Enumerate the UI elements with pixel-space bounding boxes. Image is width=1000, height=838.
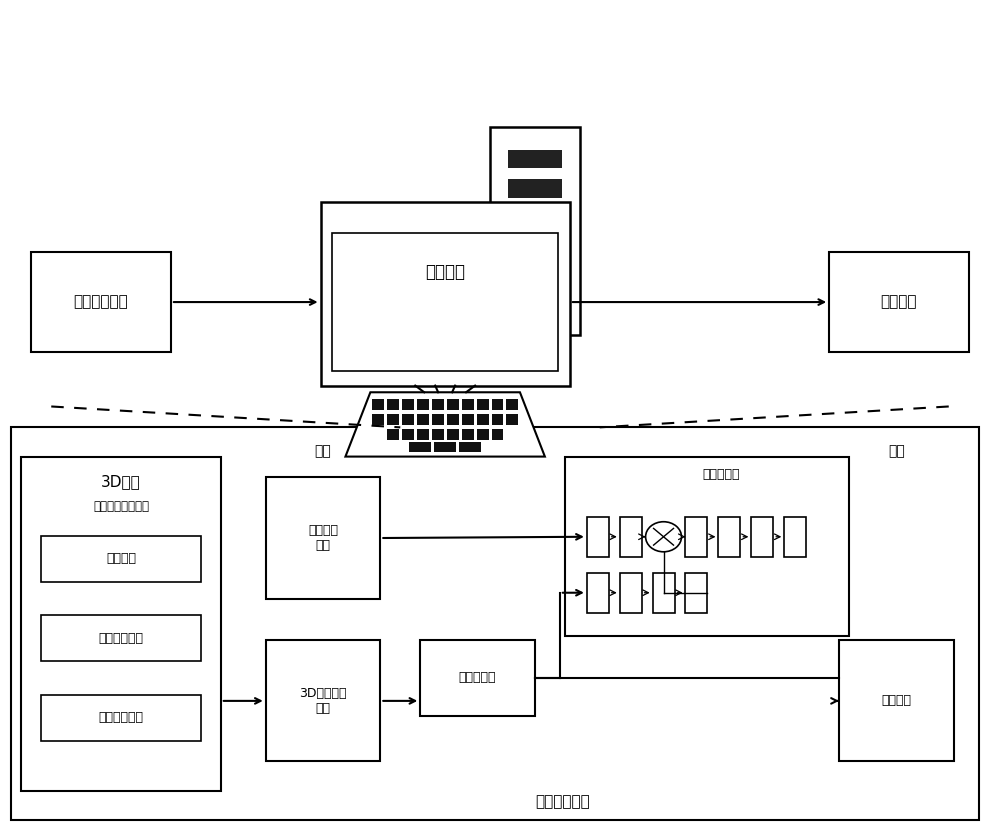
Bar bbox=[447, 429, 459, 440]
Bar bbox=[372, 414, 384, 425]
Bar bbox=[21, 457, 221, 791]
Bar bbox=[751, 517, 773, 556]
Bar bbox=[829, 252, 969, 352]
Bar bbox=[31, 252, 171, 352]
Bar bbox=[11, 427, 979, 820]
Text: 目标场景模拟设置: 目标场景模拟设置 bbox=[93, 500, 149, 513]
Text: 3D引擎: 3D引擎 bbox=[101, 474, 141, 489]
Text: 目标图像: 目标图像 bbox=[881, 295, 917, 309]
Bar bbox=[784, 517, 806, 556]
Bar bbox=[402, 399, 414, 410]
Bar bbox=[41, 536, 201, 582]
Bar bbox=[492, 414, 503, 425]
Bar bbox=[402, 429, 414, 440]
Text: 鉴别器网络: 鉴别器网络 bbox=[702, 468, 740, 482]
Bar bbox=[477, 399, 489, 410]
Bar bbox=[477, 414, 489, 425]
Bar bbox=[434, 442, 456, 452]
Bar bbox=[477, 429, 489, 440]
Bar bbox=[653, 572, 675, 613]
Bar bbox=[266, 478, 380, 598]
Bar bbox=[685, 572, 707, 613]
Bar bbox=[266, 640, 380, 762]
Bar bbox=[332, 233, 558, 370]
Bar bbox=[508, 179, 562, 198]
Text: 生成器网络: 生成器网络 bbox=[459, 671, 496, 685]
Bar bbox=[417, 399, 429, 410]
Bar bbox=[462, 399, 474, 410]
Bar bbox=[417, 414, 429, 425]
Text: 其他参数设定: 其他参数设定 bbox=[99, 711, 144, 724]
Text: 输出: 输出 bbox=[888, 444, 905, 458]
Text: 目标图像: 目标图像 bbox=[881, 695, 911, 707]
Bar bbox=[839, 640, 954, 762]
Bar bbox=[432, 399, 444, 410]
Bar bbox=[506, 399, 518, 410]
Text: 场景选择: 场景选择 bbox=[106, 552, 136, 566]
Text: 输入: 输入 bbox=[315, 444, 331, 458]
Text: 对抗生成网络: 对抗生成网络 bbox=[535, 794, 590, 809]
Text: 计算设备: 计算设备 bbox=[425, 262, 465, 281]
Bar bbox=[492, 429, 503, 440]
Bar bbox=[41, 615, 201, 661]
Bar bbox=[409, 442, 431, 452]
Bar bbox=[41, 695, 201, 741]
Text: 正常场景
图像: 正常场景 图像 bbox=[308, 524, 338, 552]
Bar bbox=[587, 517, 609, 556]
Bar bbox=[432, 429, 444, 440]
Bar bbox=[620, 517, 642, 556]
Bar bbox=[320, 202, 570, 385]
Bar bbox=[387, 399, 399, 410]
Text: 3D引擎生成
图像: 3D引擎生成 图像 bbox=[299, 687, 347, 715]
Bar bbox=[447, 414, 459, 425]
Bar bbox=[432, 414, 444, 425]
Text: 场景实体设置: 场景实体设置 bbox=[99, 632, 144, 644]
Bar bbox=[587, 572, 609, 613]
Bar bbox=[417, 429, 429, 440]
Bar bbox=[387, 414, 399, 425]
Bar bbox=[508, 150, 562, 168]
Bar bbox=[685, 517, 707, 556]
Bar bbox=[402, 414, 414, 425]
Polygon shape bbox=[345, 392, 545, 457]
Bar bbox=[462, 414, 474, 425]
Text: 正常场景图像: 正常场景图像 bbox=[74, 295, 128, 309]
Bar bbox=[565, 457, 849, 636]
Bar bbox=[492, 399, 503, 410]
Bar bbox=[718, 517, 740, 556]
Bar bbox=[420, 640, 535, 716]
Bar bbox=[447, 399, 459, 410]
Bar bbox=[459, 442, 481, 452]
Bar bbox=[372, 399, 384, 410]
Bar bbox=[506, 414, 518, 425]
Bar bbox=[620, 572, 642, 613]
Bar bbox=[490, 127, 580, 335]
Bar bbox=[387, 429, 399, 440]
Bar bbox=[462, 429, 474, 440]
